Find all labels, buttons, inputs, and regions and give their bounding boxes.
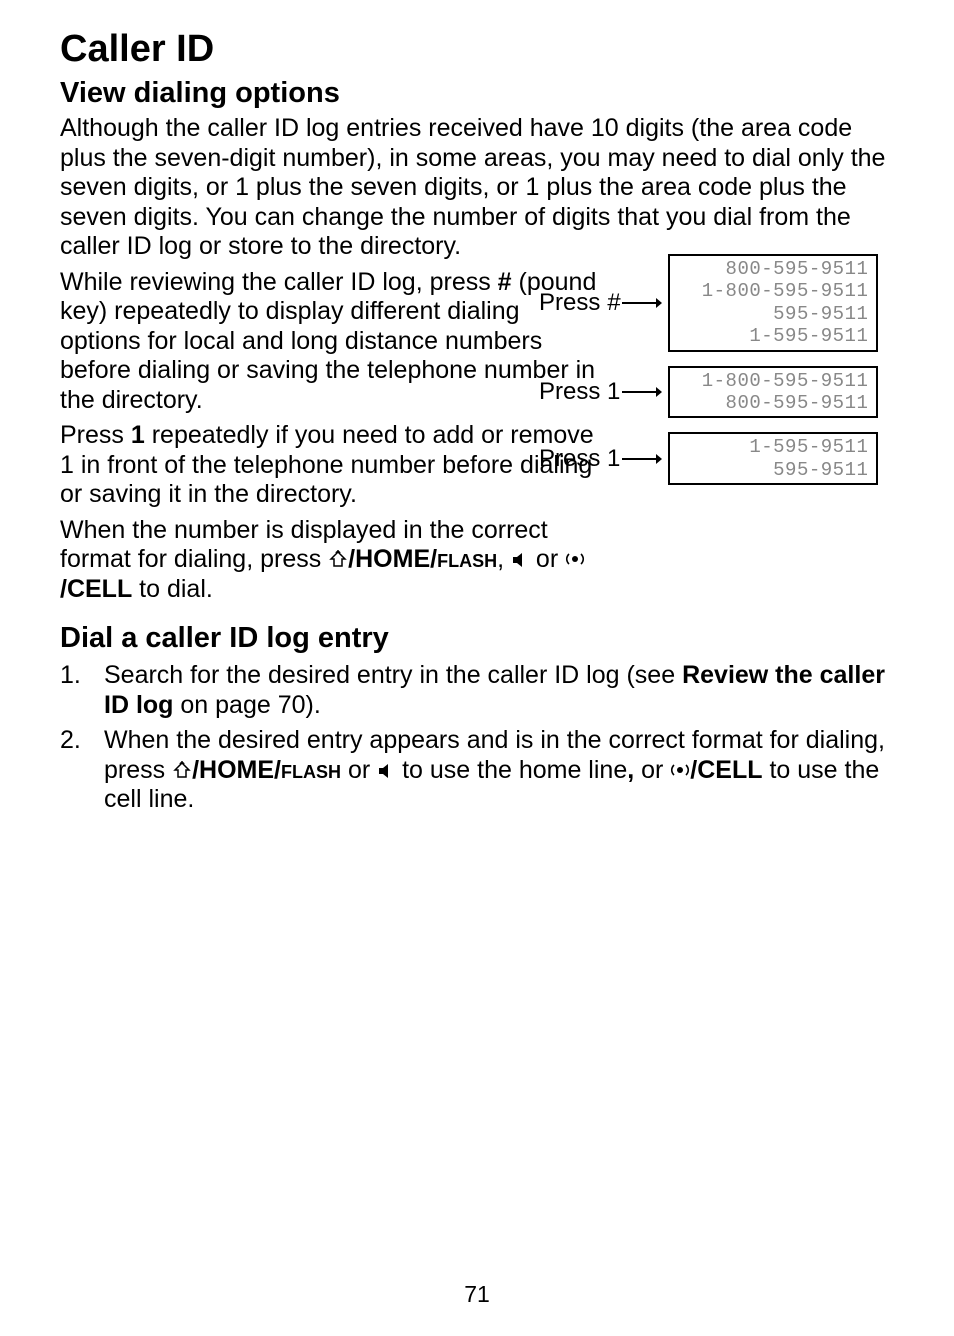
home-icon [328,549,348,569]
page-title: Caller ID [60,28,894,71]
screen-line: 1-595-9511 [670,436,868,458]
screen-display: 800-595-9511 1-800-595-9511 595-9511 1-5… [668,254,878,352]
para-pound-key: While reviewing the caller ID log, press… [60,268,600,416]
para-dial: When the number is displayed in the corr… [60,516,600,605]
text: Press [60,421,131,449]
press-label: Press # [539,289,620,317]
screen-line: 1-800-595-9511 [670,280,868,302]
home-label: /HOME/ [348,545,437,573]
screen-line: 800-595-9511 [670,258,868,280]
text: While reviewing the caller ID log, press [60,268,498,296]
home-icon [172,760,192,780]
home-label: /HOME/ [192,756,281,784]
flash-label: flash [281,756,341,784]
step-number: 1. [60,661,81,691]
arrow-icon [622,452,662,466]
arrow-icon [622,296,662,310]
text: , [497,545,511,573]
step-number: 2. [60,726,81,756]
text: Press [539,289,607,316]
screen-display: 1-800-595-9511 800-595-9511 [668,366,878,419]
key-pound: # [498,268,512,296]
text: or [341,756,377,784]
text: to use the home line [395,756,627,784]
text: Search for the desired entry in the call… [104,661,682,689]
section-heading-dial-entry: Dial a caller ID log entry [60,622,894,655]
screen-line: 1-595-9511 [670,325,868,347]
screen-line: 1-800-595-9511 [670,370,868,392]
cell-icon [565,549,585,569]
press-label: Press 1 [539,378,620,406]
screen-display: 1-595-9511 595-9511 [668,432,878,485]
screen-line: 595-9511 [670,303,868,325]
dialing-diagram: Press # 800-595-9511 1-800-595-9511 595-… [539,254,894,499]
page-number: 71 [0,1281,954,1308]
press-label: Press 1 [539,445,620,473]
diagram-row-one-b: Press 1 1-595-9511 595-9511 [539,432,894,485]
text: or [529,545,565,573]
para-intro: Although the caller ID log entries recei… [60,114,894,262]
text: on page 70). [173,691,320,719]
cell-icon [670,760,690,780]
pound-italic: # [607,289,620,316]
speaker-icon [511,551,529,569]
section-heading-view-dialing: View dialing options [60,77,894,110]
arrow-icon [622,385,662,399]
step-1: 1. Search for the desired entry in the c… [60,661,894,720]
screen-line: 595-9511 [670,459,868,481]
flash-label: flash [437,545,497,573]
diagram-row-one-a: Press 1 1-800-595-9511 800-595-9511 [539,366,894,419]
screen-line: 800-595-9511 [670,392,868,414]
step-2: 2. When the desired entry appears and is… [60,726,894,815]
speaker-icon [377,762,395,780]
para-press-1: Press 1 repeatedly if you need to add or… [60,421,600,510]
diagram-row-pound: Press # 800-595-9511 1-800-595-9511 595-… [539,254,894,352]
key-1: 1 [131,421,145,449]
cell-label: /CELL [690,756,762,784]
cell-label: /CELL [60,575,132,603]
text: or [634,756,670,784]
text: to dial. [132,575,213,603]
